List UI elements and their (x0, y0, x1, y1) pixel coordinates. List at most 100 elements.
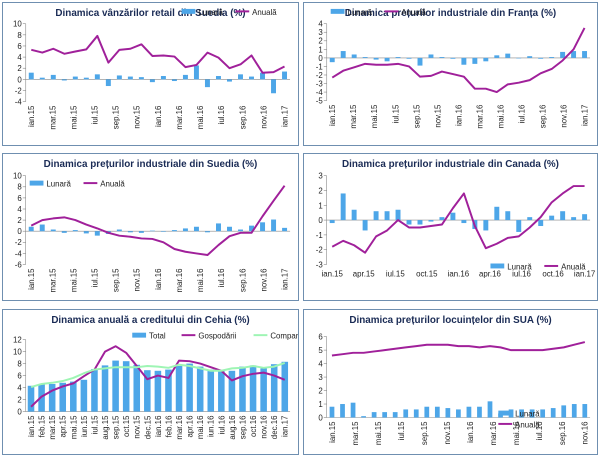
y-tick-label: -5 (316, 97, 324, 106)
x-tick-label: ian.16 (454, 104, 463, 126)
x-tick-label: iul.15 (91, 268, 100, 287)
bar-lunară (392, 412, 398, 418)
bar-lunară (94, 231, 100, 236)
bar-total (101, 365, 109, 412)
x-tick-label: mar.15 (351, 421, 360, 446)
bar-total (144, 370, 151, 412)
x-tick-label: nov.15 (133, 415, 142, 439)
bar-lunară (160, 231, 166, 232)
y-tick-label: 2 (318, 387, 322, 396)
bar-lunară (116, 75, 122, 80)
bar-lunară (483, 220, 489, 231)
y-tick-label: -4 (316, 88, 324, 97)
bar-lunară (260, 72, 265, 80)
bar-lunară (538, 57, 544, 59)
y-tick-label: 0 (318, 413, 323, 422)
bar-lunară (149, 79, 155, 83)
bar-lunară (395, 57, 401, 58)
bar-lunară (329, 406, 335, 418)
bar-lunară (226, 79, 232, 82)
bar-lunară (571, 217, 577, 221)
x-tick-label: iul.16 (517, 104, 526, 123)
x-tick-label: apr.16 (186, 415, 195, 438)
chart-title: Dinamica anuală a creditului din Cehia (… (51, 315, 249, 326)
x-tick-label: oct.16 (249, 415, 258, 437)
x-tick-label: ian.17 (581, 105, 590, 126)
x-tick-label: apr.16 (479, 269, 502, 278)
bar-lunară (50, 74, 56, 80)
x-tick-label: ian.17 (281, 416, 290, 437)
bar-lunară (216, 223, 221, 232)
bar-lunară (351, 54, 357, 58)
y-tick-label: 4 (318, 20, 323, 29)
y-tick-label: -1 (316, 62, 323, 71)
bar-total (59, 382, 67, 412)
y-tick-label: 6 (17, 372, 22, 381)
bar-lunară (171, 230, 177, 232)
x-tick-label: iul.15 (397, 421, 406, 440)
bar-total (91, 368, 98, 412)
bar-lunară (160, 76, 166, 80)
x-tick-label: mar.15 (48, 268, 57, 293)
y-tick-label: 10 (13, 172, 22, 181)
x-tick-label: sep.16 (238, 268, 247, 292)
x-tick-label: iul.15 (91, 105, 100, 124)
x-tick-label: nov.15 (443, 421, 452, 445)
bar-lunară (282, 71, 288, 80)
bar-lunară (373, 211, 379, 221)
bar-lunară (329, 220, 335, 224)
bar-lunară (549, 57, 555, 58)
y-tick-label: 6 (17, 42, 22, 51)
x-tick-label: mar.16 (175, 415, 184, 440)
bar-lunară (417, 220, 423, 225)
x-tick-label: sep.15 (420, 421, 429, 445)
bar-lunară (282, 227, 288, 232)
bar-lunară (149, 230, 155, 232)
chart-panel-preturi-industriale-franta: Dinamica prețurilor industriale din Fran… (303, 2, 598, 146)
x-tick-label: mai.16 (196, 268, 205, 292)
bar-total (228, 370, 236, 412)
legend-swatch (181, 8, 196, 14)
x-tick-label: ian.16 (154, 105, 163, 127)
x-tick-label: iul.16 (535, 421, 544, 440)
bar-lunară (182, 74, 188, 80)
y-tick-label: -2 (316, 71, 323, 80)
y-tick-label: -4 (15, 249, 23, 258)
chart-panel-preturi-industriale-canada: Dinamica prețurilor industriale din Cana… (303, 153, 598, 301)
x-tick-label: mai.16 (196, 415, 205, 439)
legend-label: Gospodării (198, 332, 236, 341)
chart-title: Dinamica prețurilor industriale din Sued… (44, 159, 258, 170)
x-tick-label: sep.15 (112, 268, 121, 292)
x-tick-label: ian.15 (27, 415, 36, 437)
bar-lunară (406, 57, 412, 59)
x-tick-label: ian.17 (280, 106, 289, 127)
x-tick-label: mai.15 (69, 105, 78, 129)
x-tick-label: mar.16 (175, 105, 184, 130)
bar-lunară (105, 79, 111, 87)
y-tick-label: 10 (13, 348, 22, 357)
line-series-anuală (331, 341, 586, 357)
x-tick-label: iul.16 (217, 105, 226, 124)
legend-swatch (132, 332, 147, 338)
legend-label: Anuală (100, 180, 125, 189)
bar-lunară (505, 53, 511, 58)
chart-title: Dinamica vânzărilor retail din Suedia (%… (55, 8, 245, 19)
bar-lunară (571, 404, 577, 418)
bar-lunară (384, 211, 390, 221)
bar-lunară (351, 209, 357, 221)
x-tick-label: mar.16 (475, 104, 484, 129)
x-tick-label: oct.16 (542, 269, 564, 278)
bar-lunară (384, 57, 390, 62)
bar-lunară (477, 406, 482, 418)
bar-total (249, 365, 257, 412)
bar-total (154, 370, 162, 412)
bar-total (112, 360, 119, 412)
y-tick-label: -4 (15, 98, 23, 107)
bar-lunară (249, 76, 254, 80)
bar-lunară (424, 406, 430, 418)
line-series-gospodării (30, 345, 286, 408)
legend-label: Companii (270, 332, 298, 341)
bar-lunară (445, 408, 451, 418)
x-tick-label: dec.15 (143, 415, 152, 439)
y-tick-label: 1 (318, 400, 322, 409)
